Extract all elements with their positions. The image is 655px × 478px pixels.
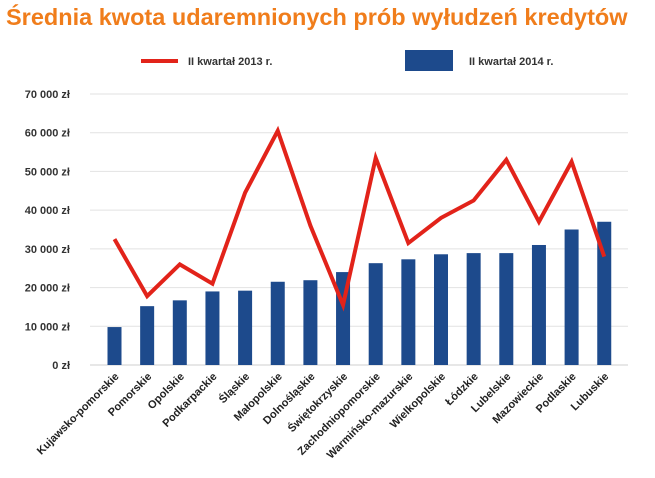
- y-tick-label: 20 000 zł: [25, 283, 70, 295]
- bar: [140, 306, 155, 365]
- bar: [205, 291, 220, 365]
- y-tick-label: 60 000 zł: [25, 128, 70, 140]
- x-tick-label: Świętokrzyskie: [285, 370, 350, 435]
- y-tick-label: 10 000 zł: [25, 321, 70, 333]
- legend-bar-swatch: [405, 50, 453, 71]
- series-line: [112, 125, 607, 312]
- bar: [172, 300, 187, 365]
- bar: [303, 280, 318, 365]
- y-tick-label: 40 000 zł: [25, 205, 70, 217]
- bar: [499, 253, 514, 365]
- bar: [597, 221, 612, 365]
- bar: [270, 281, 285, 365]
- y-tick-label: 30 000 zł: [25, 244, 70, 256]
- bar: [466, 253, 481, 365]
- bar: [401, 259, 416, 365]
- bar: [238, 290, 253, 365]
- y-tick-label: 0 zł: [52, 360, 70, 372]
- bar: [531, 244, 546, 365]
- y-tick-label: 70 000 zł: [25, 89, 70, 101]
- bar: [107, 327, 122, 365]
- bar: [434, 254, 448, 365]
- bar: [564, 229, 579, 365]
- legend-label: II kwartał 2013 r.: [188, 56, 272, 68]
- chart-title: Średnia kwota udaremnionych prób wyłudze…: [6, 4, 628, 30]
- y-tick-label: 50 000 zł: [25, 166, 70, 178]
- legend-label: II kwartał 2014 r.: [469, 56, 553, 68]
- bar: [368, 263, 383, 365]
